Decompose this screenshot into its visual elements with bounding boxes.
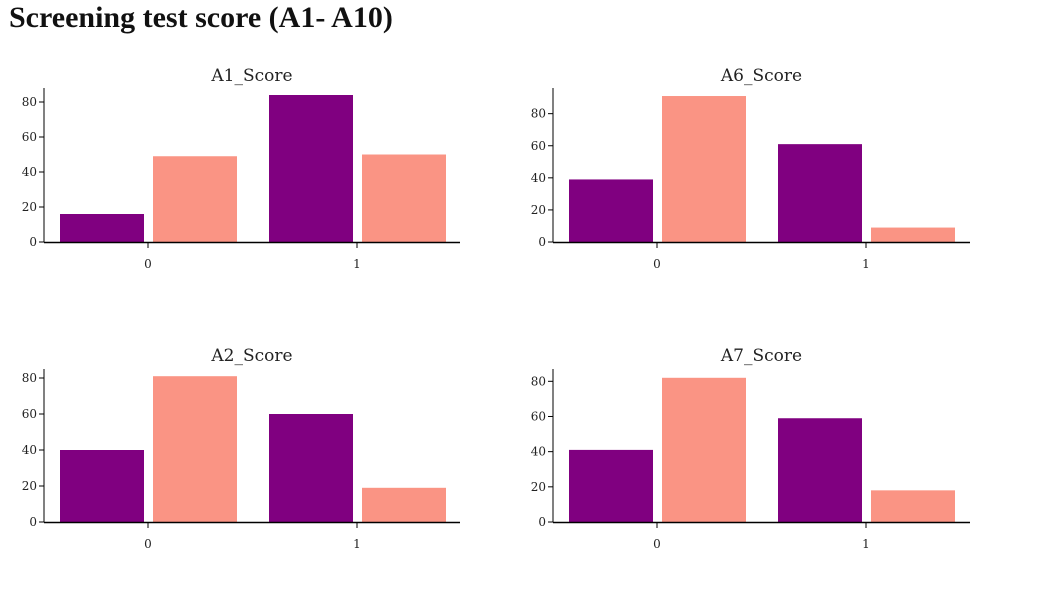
x-tick-label: 1: [862, 257, 870, 271]
page-title: Screening test score (A1- A10): [9, 1, 393, 34]
bar-0-series-1: [662, 96, 746, 242]
y-tick-label: 20: [22, 479, 37, 493]
bar-1-series-1: [871, 490, 955, 522]
chart-panel-1: A6_Score 0 20 40 60 80 0 1: [531, 66, 970, 271]
x-tick-label: 1: [862, 537, 870, 551]
bar-0-series-0: [60, 450, 144, 522]
bar-1-series-0: [269, 414, 353, 522]
chart-title: A2_Score: [210, 346, 292, 366]
y-tick-label: 20: [22, 200, 37, 214]
bar-0-series-1: [662, 377, 746, 522]
y-tick-label: 0: [538, 515, 546, 529]
y-tick-label: 0: [29, 235, 37, 249]
y-tick-label: 60: [531, 409, 546, 423]
x-tick-label: 0: [144, 257, 152, 271]
x-tick-label: 1: [353, 537, 361, 551]
bar-0-series-0: [569, 449, 653, 522]
bar-1-series-0: [778, 418, 862, 522]
chart-panel-0: A1_Score 0 20 40 60 80 0 1: [22, 66, 460, 271]
y-tick-label: 60: [531, 139, 546, 153]
y-tick-label: 80: [531, 374, 546, 388]
y-tick-label: 0: [538, 235, 546, 249]
y-tick-label: 60: [22, 407, 37, 421]
y-tick-label: 20: [531, 203, 546, 217]
x-tick-label: 0: [653, 537, 661, 551]
bar-1-series-1: [871, 227, 955, 242]
y-tick-label: 40: [22, 443, 37, 457]
y-tick-label: 60: [22, 130, 37, 144]
chart-panel-3: A7_Score 0 20 40 60 80 0 1: [531, 346, 970, 551]
x-tick-label: 0: [144, 537, 152, 551]
chart-title: A6_Score: [720, 66, 802, 86]
bar-1-series-1: [362, 154, 446, 242]
chart-title: A7_Score: [720, 346, 802, 366]
bar-0-series-1: [153, 156, 237, 242]
y-tick-label: 40: [531, 171, 546, 185]
y-tick-label: 80: [22, 95, 37, 109]
bar-0-series-0: [60, 214, 144, 242]
bar-1-series-0: [269, 95, 353, 242]
x-tick-label: 1: [353, 257, 361, 271]
y-tick-label: 40: [22, 165, 37, 179]
chart-title: A1_Score: [210, 66, 292, 86]
bar-0-series-1: [153, 376, 237, 522]
y-tick-label: 80: [531, 107, 546, 121]
y-tick-label: 40: [531, 445, 546, 459]
y-tick-label: 0: [29, 515, 37, 529]
x-tick-label: 0: [653, 257, 661, 271]
bar-1-series-0: [778, 144, 862, 242]
y-tick-label: 20: [531, 480, 546, 494]
y-tick-label: 80: [22, 371, 37, 385]
chart-panel-2: A2_Score 0 20 40 60 80 0 1: [22, 346, 460, 551]
bar-1-series-1: [362, 487, 446, 522]
bar-0-series-0: [569, 179, 653, 242]
